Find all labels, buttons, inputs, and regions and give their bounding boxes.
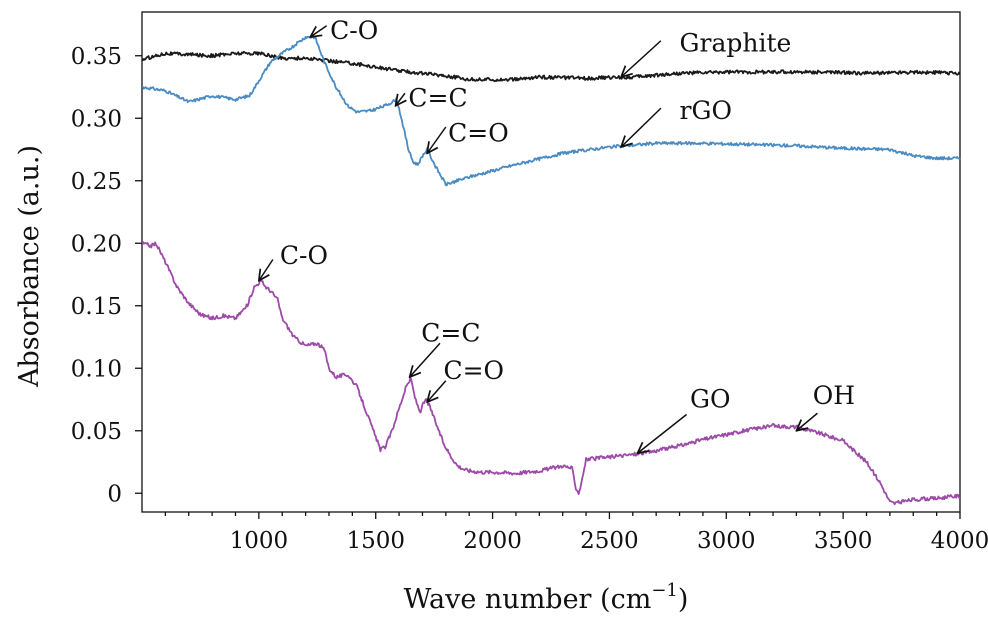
annotation-label-c-o: C=O: [448, 118, 509, 147]
x-tick-label: 3000: [697, 528, 756, 554]
annotation-label-c-o: C-O: [280, 241, 328, 270]
x-axis-title: Wave number (cm−1): [404, 580, 689, 615]
series-layer: [141, 35, 961, 506]
annotation-label-rgo: rGO: [680, 96, 732, 125]
annotation-label-c-o: C=O: [443, 356, 504, 385]
annotation-arrow-c-c: [410, 342, 441, 377]
series-line-rgo: [141, 35, 961, 187]
y-tick-label: 0.10: [71, 356, 122, 382]
annotation-arrow-oh: [796, 412, 818, 431]
x-tick-label: 3500: [814, 528, 873, 554]
annotation-arrow-c-o: [310, 25, 328, 37]
annotation-arrow-c-o: [427, 126, 447, 153]
x-tick-label: 2000: [463, 528, 522, 554]
x-tick-label: 2500: [580, 528, 639, 554]
annotation-arrow-c-o: [259, 259, 274, 281]
y-tick-label: 0.20: [71, 231, 122, 257]
annotation-layer: Graphite rGO C-O C=C C=O C-O C=C C=O GO OH: [259, 16, 855, 454]
annotation-label-c-c: C=C: [408, 83, 467, 112]
y-tick-label: 0.30: [71, 106, 122, 132]
plot-area: [141, 11, 961, 513]
series-line-go: [141, 241, 961, 506]
annotation-label-oh: OH: [813, 381, 855, 410]
x-tick-label: 4000: [931, 528, 988, 554]
annotation-arrow-rgo: [621, 107, 662, 147]
annotation-arrow-c-c: [396, 92, 405, 106]
y-tick-label: 0.15: [71, 294, 122, 320]
tick-layer: 1000 1500 2000 2500 3000 3500 4000 0 0.05 0.10 0.1…: [71, 44, 988, 554]
y-tick-label: 0.05: [71, 419, 122, 445]
y-tick-label: 0.25: [71, 169, 122, 195]
annotation-arrow-c-o: [427, 380, 447, 402]
x-tick-label: 1000: [230, 528, 289, 554]
annotation-label-c-c: C=C: [421, 318, 480, 347]
annotation-label-go: GO: [690, 385, 730, 414]
y-tick-label: 0: [107, 481, 122, 507]
annotation-label-c-o: C-O: [330, 16, 378, 45]
series-line-graphite: [141, 50, 961, 83]
annotation-label-graphite: Graphite: [680, 28, 792, 57]
y-axis-title: Absorbance (a.u.): [14, 145, 45, 388]
annotation-arrow-go: [637, 413, 688, 454]
annotation-arrow-graphite: [621, 40, 662, 77]
y-tick-label: 0.35: [71, 44, 122, 70]
plot-frame: [141, 11, 961, 513]
x-axis-title-close: ): [678, 584, 689, 615]
x-axis-title-superscript: −1: [651, 580, 678, 601]
x-tick-label: 1500: [346, 528, 405, 554]
